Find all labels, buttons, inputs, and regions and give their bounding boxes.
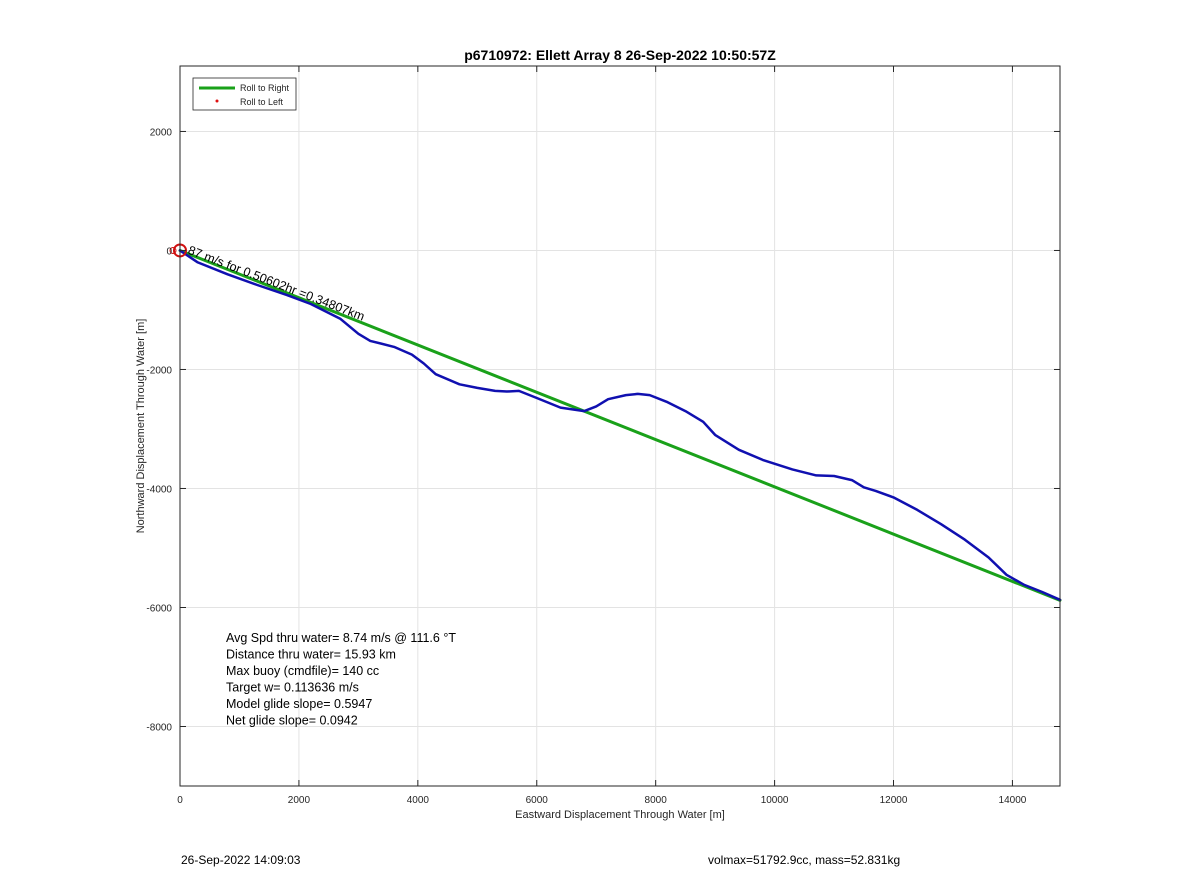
x-tick-label: 0 xyxy=(177,795,183,806)
footer-volmax-mass: volmax=51792.9cc, mass=52.831kg xyxy=(708,853,901,867)
annotation-text: 87 m/s for 0.50602hr =0.34807km xyxy=(186,243,367,323)
y-tick-label: -8000 xyxy=(146,722,172,733)
x-tick-label: 6000 xyxy=(526,795,549,806)
series-group: 87 m/s for 0.50602hr =0.34807km xyxy=(169,243,1062,602)
x-tick-label: 2000 xyxy=(288,795,311,806)
stats-line: Max buoy (cmdfile)= 140 cc xyxy=(226,664,379,678)
y-tick-label: -4000 xyxy=(146,484,172,495)
x-tick-label: 12000 xyxy=(880,795,908,806)
grid xyxy=(179,66,1060,786)
chart-title: p6710972: Ellett Array 8 26-Sep-2022 10:… xyxy=(464,47,776,63)
y-tick-label: -6000 xyxy=(146,603,172,614)
start-marker-small xyxy=(169,246,177,254)
series-line-1 xyxy=(178,249,1062,602)
y-tick-label: -2000 xyxy=(146,365,172,376)
legend: Roll to Right Roll to Left xyxy=(192,77,297,111)
x-tick-label: 14000 xyxy=(999,795,1027,806)
y-tick-label: 2000 xyxy=(150,127,173,138)
ticks: 0 2000 4000 6000 8000 10000 12000 14000 -8000 -60… xyxy=(146,66,1060,806)
stats-line: Net glide slope= 0.0942 xyxy=(226,714,358,728)
legend-box xyxy=(192,77,297,111)
stats-line: Target w= 0.113636 m/s xyxy=(226,681,359,695)
footer-timestamp: 26-Sep-2022 14:09:03 xyxy=(181,853,301,867)
stats-line: Avg Spd thru water= 8.74 m/s @ 111.6 °T xyxy=(226,631,456,645)
x-tick-label: 8000 xyxy=(645,795,668,806)
y-axis-label: Northward Displacement Through Water [m] xyxy=(135,319,147,534)
series-line-0 xyxy=(178,249,1062,602)
legend-item-roll-right: Roll to Right xyxy=(240,83,290,93)
y-tick-label: 0 xyxy=(166,246,172,257)
stats-block: Avg Spd thru water= 8.74 m/s @ 111.6 °T D… xyxy=(226,631,456,728)
plot-frame xyxy=(179,65,1061,787)
stats-line: Distance thru water= 15.93 km xyxy=(226,648,396,662)
legend-item-roll-left: Roll to Left xyxy=(240,97,284,107)
legend-dot-swatch xyxy=(215,99,219,103)
stats-line: Model glide slope= 0.5947 xyxy=(226,697,372,711)
x-tick-label: 4000 xyxy=(407,795,430,806)
x-axis-label: Eastward Displacement Through Water [m] xyxy=(515,809,725,821)
x-tick-label: 10000 xyxy=(761,795,789,806)
